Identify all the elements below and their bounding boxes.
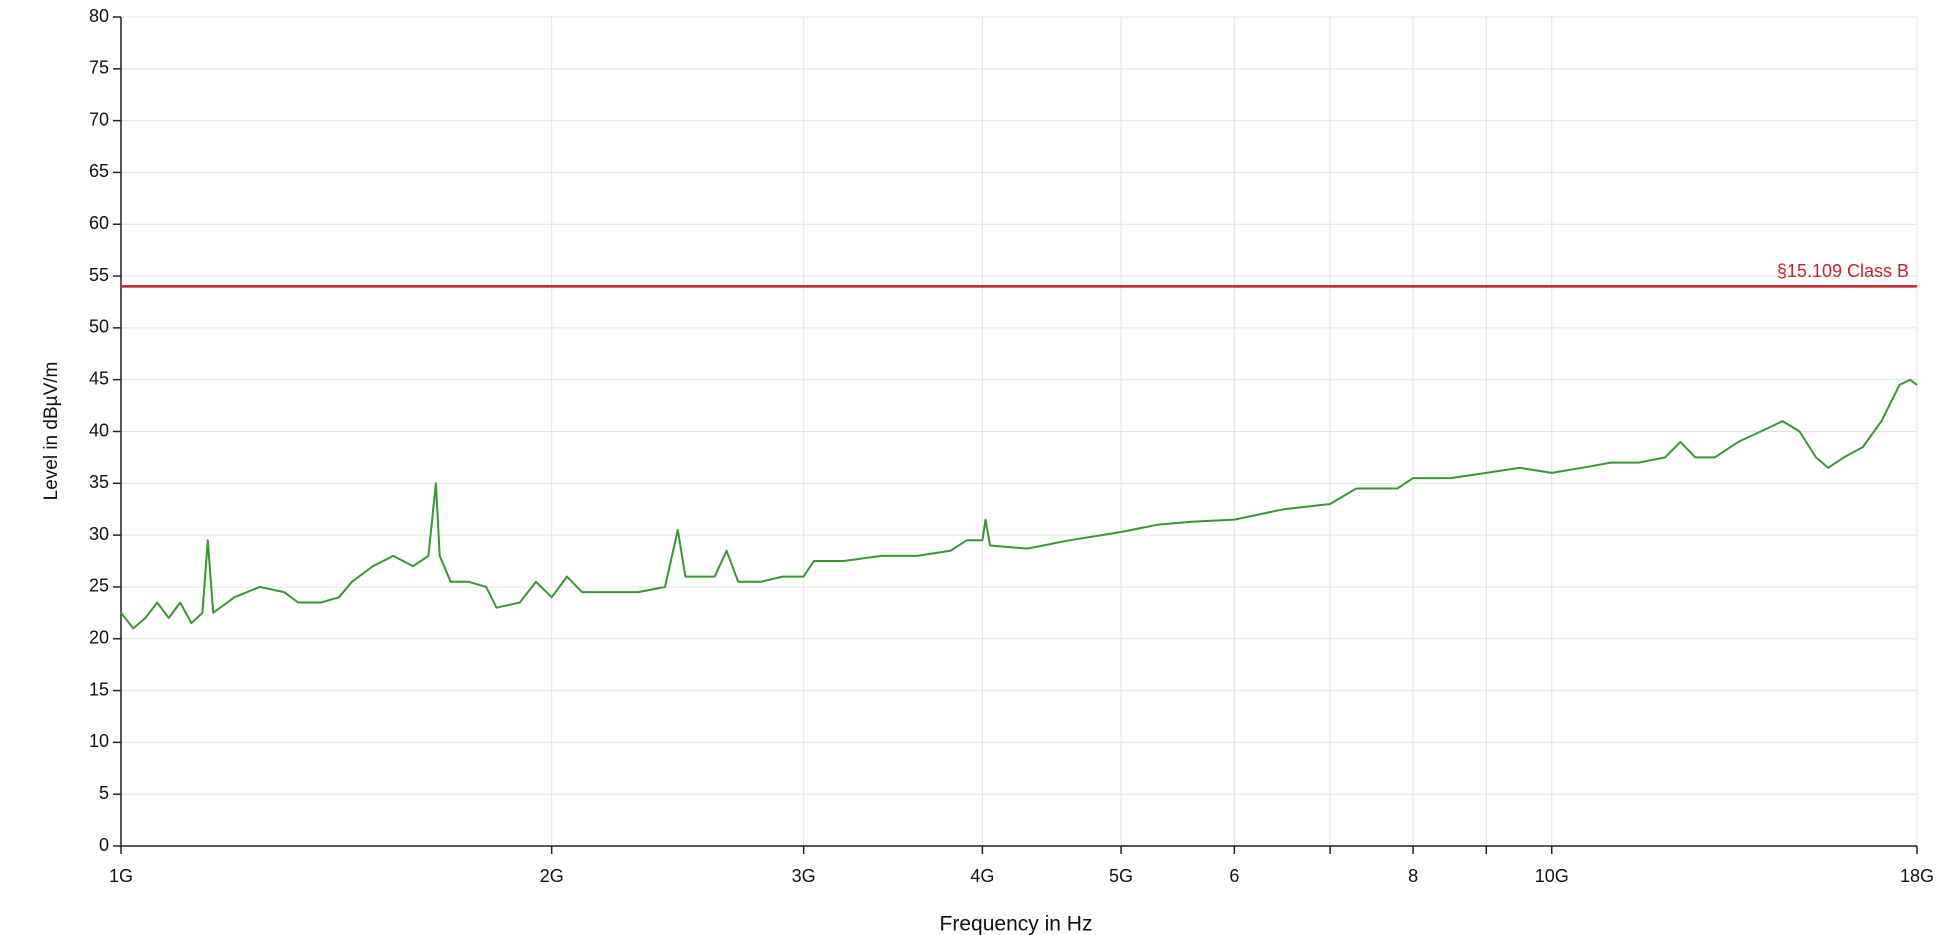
y-tick-label: 20 [89,628,109,648]
x-tick-label: 3G [792,866,816,886]
y-tick-label: 25 [89,576,109,596]
y-tick-label: 30 [89,524,109,544]
x-tick-label: 10G [1535,866,1569,886]
y-tick-label: 70 [89,109,109,129]
data-line [120,378,1918,630]
y-tick-label: 0 [99,835,109,855]
x-tick-label: 1G [109,866,133,886]
x-tick-label: 2G [540,866,564,886]
y-tick-label: 60 [89,213,109,233]
y-tick-label: 10 [89,731,109,751]
y-tick-label: 5 [99,783,109,803]
y-axis-title: Level in dBµV/m [41,362,62,501]
x-tick-label: 6 [1229,866,1239,886]
y-tick-label: 35 [89,472,109,492]
limit-label: §15.109 Class B [1777,261,1909,281]
x-tick-label: 8 [1408,866,1418,886]
x-tick-label: 5G [1109,866,1133,886]
x-axis-title: Frequency in Hz [940,913,1093,935]
y-tick-label: 65 [89,161,109,181]
y-tick-label: 50 [89,317,109,337]
y-tick-label: 75 [89,58,109,78]
y-tick-label: 15 [89,679,109,699]
y-tick-label: 55 [89,265,109,285]
x-tick-label: 18G [1900,866,1934,886]
x-tick-label: 4G [970,866,994,886]
y-tick-label: 45 [89,368,109,388]
y-tick-label: 40 [89,420,109,440]
y-tick-label: 80 [89,6,109,26]
